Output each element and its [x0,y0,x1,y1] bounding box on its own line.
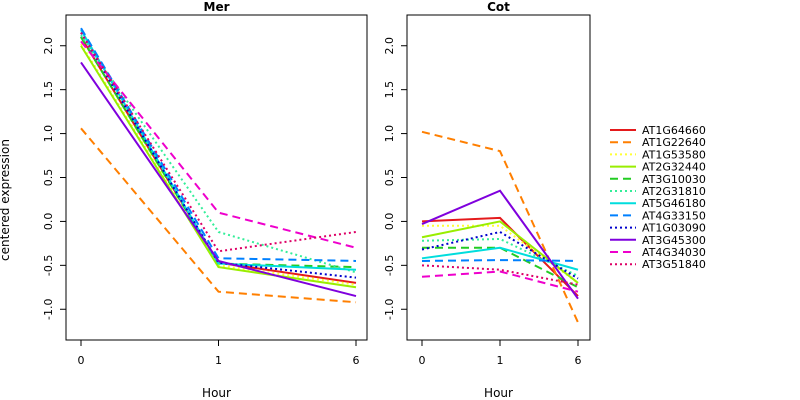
series-line-at3g51840 [80,32,357,253]
legend-label: AT2G31810 [642,185,706,198]
legend-label: AT4G34030 [642,246,706,259]
y-tick-label: -0.5 [383,255,396,276]
y-tick-label: 2.0 [383,37,396,55]
series-line-at3g45300 [421,189,579,300]
x-tick-label: 1 [215,354,222,367]
legend-label: AT4G33150 [642,209,706,222]
series-line-at1g22640 [421,130,579,323]
series-line-at1g53580 [80,43,357,286]
series-line-at5g46180 [80,29,357,271]
x-axis-label: Hour [484,386,513,400]
series-line-at1g22640 [80,127,357,304]
series-line-at3g45300 [80,61,357,298]
series-line-at1g64660 [80,36,357,284]
series-line-at4g33150 [80,27,357,262]
series-line-at4g34030 [421,270,579,293]
legend-label: AT5G46180 [642,197,706,210]
legend-label: AT3G51840 [642,258,706,271]
legend-label: AT1G64660 [642,124,706,137]
y-tick-label: 0.0 [42,213,55,231]
panel-cot: Cot -1.0 -0.5 0.0 0.5 1.0 1.5 2.0 0 1 6 Hour [383,0,591,400]
y-tick-label: 2.0 [42,37,55,55]
legend-label: AT1G53580 [642,148,706,161]
legend-label: AT3G45300 [642,234,706,247]
series-line-at2g31810 [80,34,357,274]
series-line-at1g03090 [80,32,357,279]
plot-frame [406,14,591,341]
x-tick-label: 6 [575,354,582,367]
panel-mer: Mer -1.0 -0.5 0.0 0.5 1.0 1.5 2.0 0 1 6 Hour [42,0,368,400]
x-tick-label: 0 [78,354,85,367]
y-tick-label: -1.0 [42,299,55,320]
y-tick-label: 1.5 [383,81,396,99]
legend-label: AT3G10030 [642,173,706,186]
y-tick-label: 1.0 [383,125,396,143]
y-tick-label: 0.5 [42,169,55,187]
series-line-at3g51840 [421,264,579,286]
legend-label: AT2G32440 [642,161,706,174]
panel-title: Cot [487,0,510,14]
y-tick-label: -0.5 [42,255,55,276]
series-line-at1g64660 [421,216,579,297]
legend: AT1G64660AT1G22640AT1G53580AT2G32440AT3G… [610,124,706,271]
series-line-at4g33150 [421,259,579,262]
x-tick-label: 6 [353,354,360,367]
y-axis-label: centered expression [0,139,12,261]
plot-frame [65,14,368,341]
series-line-at4g34030 [80,40,357,249]
legend-label: AT1G22640 [642,136,706,149]
series-line-at1g53580 [422,224,579,284]
y-tick-label: 0.5 [383,169,396,187]
y-tick-label: 0.0 [383,213,396,231]
panel-title: Mer [204,0,230,14]
x-axis-label: Hour [202,386,231,400]
y-tick-label: -1.0 [383,299,396,320]
series-line-at2g32440 [80,45,357,289]
legend-label: AT1G03090 [642,222,706,235]
x-tick-label: 1 [497,354,504,367]
y-tick-label: 1.0 [42,125,55,143]
y-tick-label: 1.5 [42,81,55,99]
x-tick-label: 0 [419,354,426,367]
